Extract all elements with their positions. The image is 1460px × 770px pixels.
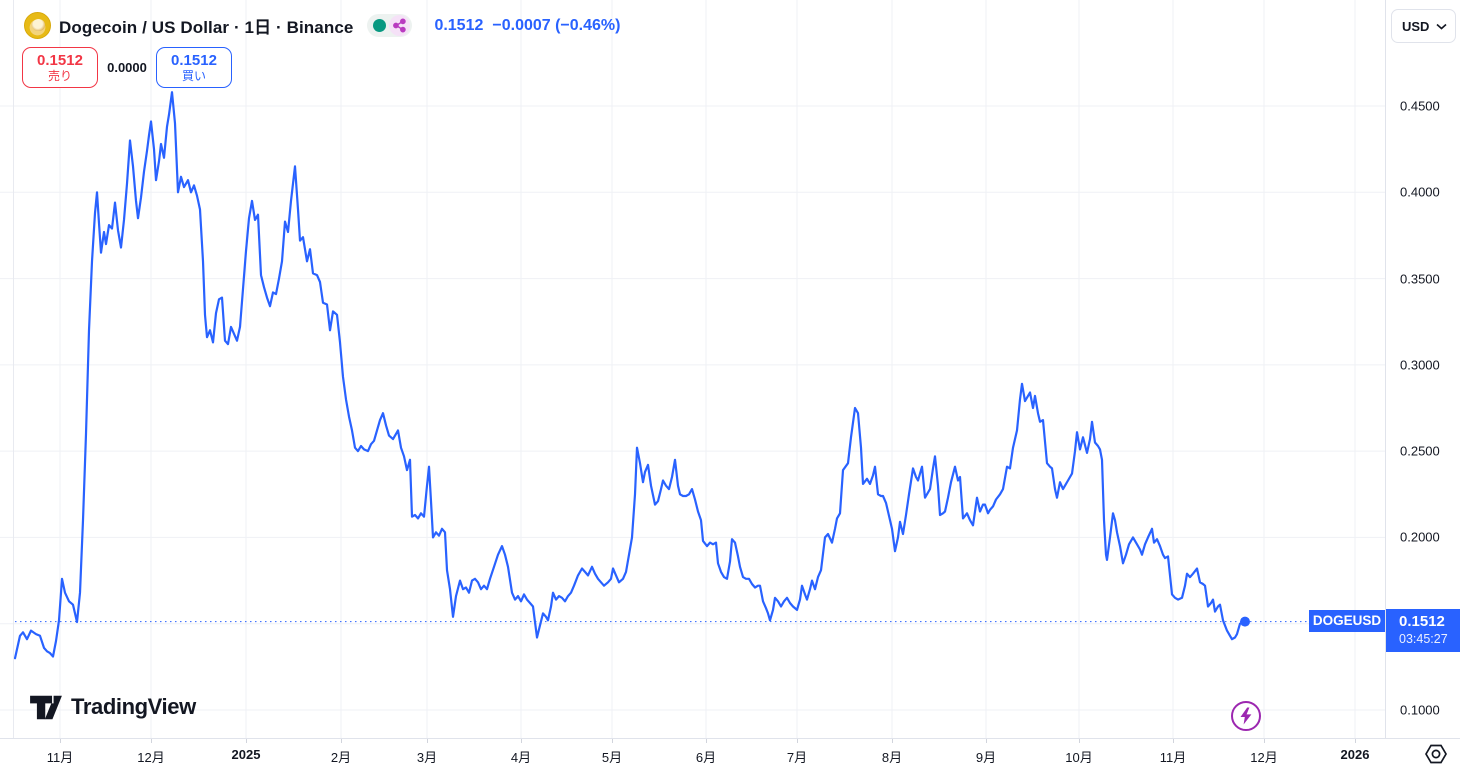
price-axis-label: 0.3000: [1400, 357, 1440, 373]
time-axis-label: 11月: [46, 750, 74, 765]
time-axis-label: 3月: [416, 750, 438, 765]
price-axis-label: 0.3500: [1400, 271, 1440, 287]
time-axis-label: 12月: [1250, 750, 1278, 765]
chevron-down-icon: [1436, 23, 1447, 30]
tradingview-watermark[interactable]: TradingView: [30, 694, 196, 720]
lightning-icon: [1240, 707, 1252, 725]
time-axis-tick: [1079, 739, 1080, 743]
price-axis-label: 0.1000: [1400, 702, 1440, 718]
sell-label: 売り: [47, 69, 72, 83]
currency-selector[interactable]: USD: [1391, 9, 1456, 43]
last-price-badge: 0.1512 03:45:27: [1386, 609, 1460, 652]
time-axis-label: 11月: [1159, 750, 1187, 765]
share-icon: [393, 18, 407, 33]
sell-price: 0.1512: [37, 52, 83, 69]
time-axis-settings-button[interactable]: [1422, 742, 1450, 766]
price-line-symbol-label: DOGEUSD: [1309, 610, 1385, 632]
dogecoin-logo-icon: [24, 12, 51, 39]
symbol-title[interactable]: Dogecoin / US Dollar · 1日 · Binance: [59, 18, 354, 37]
time-axis-tick: [706, 739, 707, 743]
market-open-dot-icon: [373, 19, 387, 32]
chart-legend: Dogecoin / US Dollar · 1日 · Binance 0.15…: [24, 12, 620, 39]
time-axis-tick: [1355, 739, 1356, 743]
badge-price: 0.1512: [1399, 613, 1445, 630]
price-axis[interactable]: USD 0.1512 03:45:27 0.4500 0.4000 0.3500 0.…: [1385, 0, 1460, 738]
time-axis-label: 8月: [881, 750, 903, 765]
time-axis-tick: [427, 739, 428, 743]
time-axis-tick: [341, 739, 342, 743]
currency-label: USD: [1402, 18, 1430, 34]
time-axis-tick: [521, 739, 522, 743]
time-axis-label: 6月: [695, 750, 717, 765]
price-change: −0.0007 (−0.46%): [492, 16, 621, 34]
sell-button[interactable]: 0.1512 売り: [22, 47, 98, 88]
time-axis-tick: [1173, 739, 1174, 743]
spread-value: 0.0000: [107, 60, 147, 75]
hexagon-settings-icon: [1425, 744, 1447, 764]
price-chart-canvas[interactable]: [0, 0, 1385, 738]
quote-readout: 0.1512 −0.0007 (−0.46%): [434, 17, 620, 35]
price-axis-label: 0.2500: [1400, 443, 1440, 459]
price-line-series: [13, 91, 1247, 660]
buy-price: 0.1512: [171, 52, 217, 69]
time-axis-label: 4月: [510, 750, 532, 765]
price-axis-label: 0.4500: [1400, 98, 1440, 114]
time-axis-tick: [1264, 739, 1265, 743]
price-axis-label: 0.2000: [1400, 529, 1440, 545]
time-axis-label: 2026: [1340, 747, 1370, 762]
time-axis-tick: [986, 739, 987, 743]
time-axis[interactable]: 11月 12月 2025 2月 3月 4月 5月 6月 7月 8月 9月 10月 11月 12月 2026: [0, 738, 1460, 770]
buy-label: 買い: [181, 69, 206, 83]
time-axis-tick: [60, 739, 61, 743]
share-button[interactable]: [389, 15, 411, 36]
time-axis-label: 10月: [1065, 750, 1093, 765]
last-point-marker: [1240, 616, 1250, 627]
tradingview-brand-text: TradingView: [71, 694, 196, 719]
time-axis-label: 2025: [231, 747, 261, 762]
time-axis-tick: [151, 739, 152, 743]
instant-trading-button[interactable]: [1231, 701, 1261, 731]
price-axis-label: 0.4000: [1400, 184, 1440, 200]
time-axis-label: 9月: [975, 750, 997, 765]
trade-panel: 0.1512 売り 0.0000 0.1512 買い: [22, 47, 232, 88]
time-axis-tick: [892, 739, 893, 743]
time-axis-tick: [246, 739, 247, 743]
tradingview-logo-icon: [30, 695, 62, 719]
market-status-pill: [367, 14, 413, 37]
time-axis-label: 5月: [601, 750, 623, 765]
time-axis-label: 2月: [330, 750, 352, 765]
time-axis-label: 7月: [786, 750, 808, 765]
buy-button[interactable]: 0.1512 買い: [156, 47, 232, 88]
time-axis-label: 12月: [137, 750, 165, 765]
time-axis-tick: [612, 739, 613, 743]
badge-countdown: 03:45:27: [1399, 632, 1448, 646]
widget-left-border: [13, 0, 14, 770]
last-price: 0.1512: [434, 16, 484, 34]
time-axis-tick: [797, 739, 798, 743]
